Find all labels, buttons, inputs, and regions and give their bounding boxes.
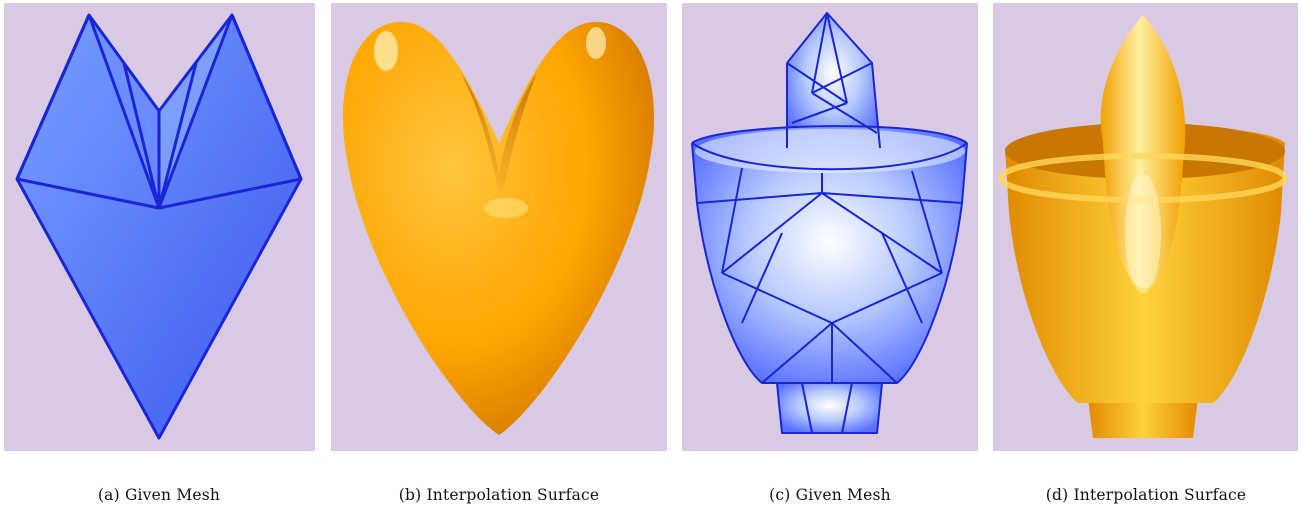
panel-b-interpolation-surface [331,3,667,451]
caption-c: (c) Given Mesh [769,486,891,504]
caption-a: (a) Given Mesh [97,486,221,504]
mesh-vase-image [691,12,968,434]
mesh-heart-image [15,13,303,440]
caption-b: (b) Interpolation Surface [398,486,600,504]
caption-d: (d) Interpolation Surface [1045,486,1247,504]
panel-c-given-mesh [682,3,978,451]
surface-vase-image [998,15,1288,438]
panel-a-given-mesh [4,3,315,451]
panel-d-interpolation-surface [993,3,1298,451]
surface-heart-image [343,21,654,435]
